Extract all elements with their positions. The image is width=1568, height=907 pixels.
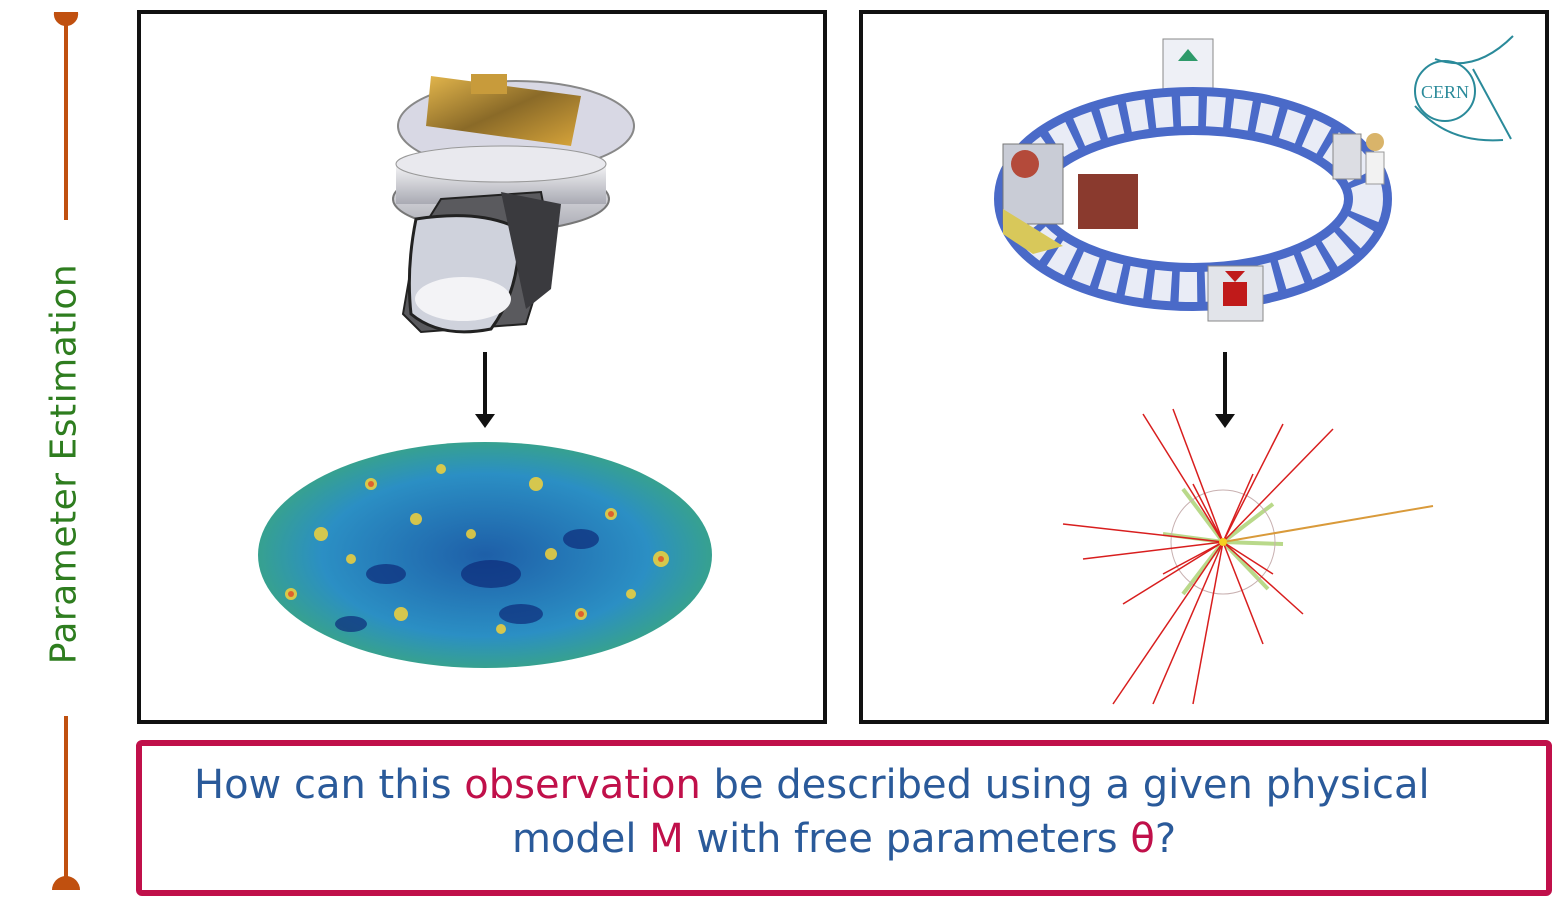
side-label: Parameter Estimation bbox=[43, 263, 85, 665]
cosmology-panel bbox=[137, 10, 827, 724]
particle-physics-panel: CERN bbox=[859, 10, 1549, 724]
cern-logo: CERN bbox=[1414, 35, 1514, 142]
question-text: How can this bbox=[194, 762, 465, 808]
collision-event-display bbox=[1062, 408, 1434, 705]
observation-highlight: observation bbox=[464, 762, 701, 808]
timeline-bottom-cap bbox=[52, 876, 80, 890]
model-symbol: M bbox=[649, 816, 684, 862]
parameter-symbol: θ bbox=[1130, 816, 1155, 862]
cmb-sky-map bbox=[258, 442, 712, 668]
arrow-down-icon bbox=[1215, 352, 1235, 428]
question-text: ? bbox=[1154, 816, 1177, 862]
question-line-2: model M with free parameters θ? bbox=[142, 812, 1546, 866]
accelerator-icon bbox=[994, 38, 1392, 322]
question-box: How can this observation be described us… bbox=[136, 740, 1552, 896]
question-line-1: How can this observation be described us… bbox=[194, 758, 1430, 812]
particle-physics-illustration: CERN bbox=[994, 35, 1514, 705]
question-text: be described using a given physical bbox=[700, 762, 1430, 808]
question-text: with free parameters bbox=[683, 816, 1131, 862]
cosmology-illustration bbox=[258, 74, 712, 668]
cern-logo-text: CERN bbox=[1421, 82, 1469, 102]
satellite-icon bbox=[392, 74, 635, 334]
timeline-top-cap bbox=[53, 12, 79, 27]
question-text: model bbox=[511, 816, 650, 862]
arrow-down-icon bbox=[475, 352, 495, 428]
